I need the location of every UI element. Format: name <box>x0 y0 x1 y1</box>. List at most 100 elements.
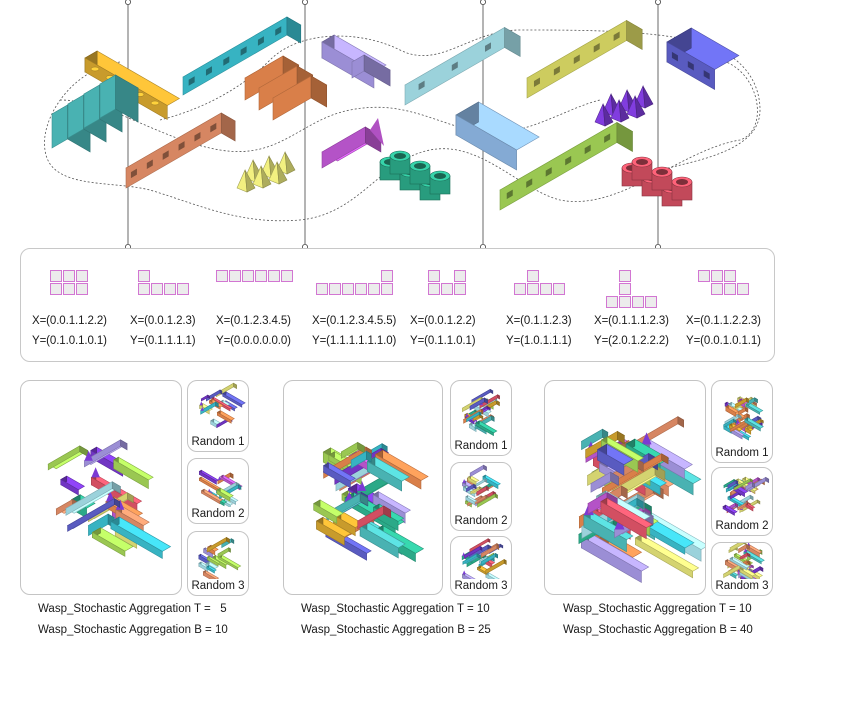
aggregated-module <box>480 544 500 559</box>
module-y-coords: Y=(2.0.1.2.2.2) <box>594 335 669 347</box>
grid-cell <box>329 283 341 295</box>
grid-cell <box>138 270 150 282</box>
hole <box>687 61 694 71</box>
aggregated-module <box>113 456 154 490</box>
aggregated-module <box>198 469 219 485</box>
module-x-coords: X=(0.0.1.2.3) <box>130 315 196 327</box>
aggregated-module <box>745 502 756 512</box>
module-y-coords: Y=(0.0.0.0.0.0) <box>216 335 291 347</box>
aggregated-module <box>350 450 372 469</box>
grid-cell <box>428 283 440 295</box>
hole <box>484 42 491 52</box>
grid-cell <box>151 283 163 295</box>
grid-cell <box>737 283 749 295</box>
aggregation-b-label: Wasp_Stochastic Aggregation B = 25 <box>301 624 491 636</box>
aggregated-module <box>746 397 759 406</box>
random-variant-label: Random 3 <box>715 580 769 592</box>
grid-cell <box>381 270 393 282</box>
aggregation-b-label: Wasp_Stochastic Aggregation B = 40 <box>563 624 753 636</box>
random-structure <box>723 396 764 441</box>
yellow-bar-module <box>526 19 643 99</box>
random-variant-render <box>198 536 242 584</box>
grid-cell <box>355 283 367 295</box>
module-y-coords: Y=(0.0.1.0.1.1) <box>686 335 761 347</box>
module-x-coords: X=(0.1.2.3.4.5.5) <box>312 315 397 327</box>
connector-node <box>480 0 486 5</box>
grid-cell <box>441 283 453 295</box>
hole <box>565 155 572 166</box>
module-y-coords: Y=(0.1.1.0.1) <box>410 335 476 347</box>
hole <box>240 46 247 56</box>
grid-cell <box>76 283 88 295</box>
random-variant-label: Random 1 <box>191 436 245 448</box>
aggregated-module <box>729 543 747 552</box>
grid-cell <box>711 283 723 295</box>
random-variant-3: Random 3 <box>711 542 773 596</box>
aggregated-module <box>729 556 750 571</box>
grid-cell <box>63 283 75 295</box>
lavender-branch <box>351 54 391 87</box>
aggregated-module <box>480 552 499 566</box>
random-variant-label: Random 1 <box>454 440 508 452</box>
aggregated-module <box>745 482 756 491</box>
aggregated-spike <box>462 479 466 483</box>
aggregated-module <box>200 394 211 402</box>
random-structure <box>722 476 770 516</box>
orange-segment <box>272 75 328 121</box>
random-variant-3: Random 3 <box>450 536 512 596</box>
grid-cell <box>553 283 565 295</box>
random-variant-render <box>461 464 501 508</box>
aggregated-spike <box>199 401 203 406</box>
aggregated-spike <box>465 413 469 417</box>
grid-cell <box>698 270 710 282</box>
grid-cell <box>619 283 631 295</box>
random-variant-label: Random 1 <box>715 447 769 459</box>
hole <box>205 66 212 76</box>
aggregated-module <box>206 536 231 553</box>
aggregated-module <box>340 441 366 459</box>
grid-cell <box>63 270 75 282</box>
aggregated-module <box>485 559 507 575</box>
aggregated-module <box>313 499 344 524</box>
grid-cell <box>138 283 150 295</box>
hole <box>210 122 217 133</box>
module-x-coords: X=(0.1.2.3.4.5) <box>216 315 291 327</box>
aggregated-module <box>479 394 501 409</box>
aggregated-module <box>357 505 392 530</box>
aggregated-module <box>359 521 406 559</box>
aggregated-module <box>470 486 483 495</box>
yellow-spike-module <box>236 150 296 193</box>
aggregated-module <box>485 572 502 585</box>
aggregated-structure <box>47 439 172 559</box>
aggregated-module <box>206 565 217 574</box>
grid-cell <box>342 283 354 295</box>
module-y-coords: Y=(0.1.0.1.0.1) <box>32 335 107 347</box>
grid-cell <box>527 270 539 282</box>
hole <box>533 77 540 87</box>
random-variant-1: Random 1 <box>187 380 249 452</box>
aggregated-module <box>469 538 491 553</box>
magenta-spike <box>370 118 384 146</box>
random-variant-2: Random 2 <box>187 458 249 524</box>
grid-cell <box>645 296 657 308</box>
hole <box>593 43 600 53</box>
random-variant-1: Random 1 <box>711 380 773 463</box>
aggregated-module <box>465 495 478 506</box>
aggregated-module <box>469 464 488 478</box>
random-variant-render <box>198 469 243 509</box>
aggregated-spike <box>91 467 100 478</box>
grid-cell <box>724 270 736 282</box>
aggregated-module <box>733 478 753 491</box>
hole <box>613 31 620 41</box>
aggregation-b-label: Wasp_Stochastic Aggregation B = 10 <box>38 624 228 636</box>
random-variant-label: Random 2 <box>454 515 508 527</box>
module-x-coords: X=(0.0.1.1.2.2) <box>32 315 107 327</box>
aggregated-module <box>91 527 134 557</box>
random-structure <box>198 469 243 509</box>
aggregated-spike <box>641 432 652 445</box>
aggregated-module <box>722 504 738 516</box>
connector-node <box>655 0 661 5</box>
grid-cell <box>381 283 393 295</box>
random-variant-3: Random 3 <box>187 531 249 596</box>
connector-node <box>302 0 308 5</box>
